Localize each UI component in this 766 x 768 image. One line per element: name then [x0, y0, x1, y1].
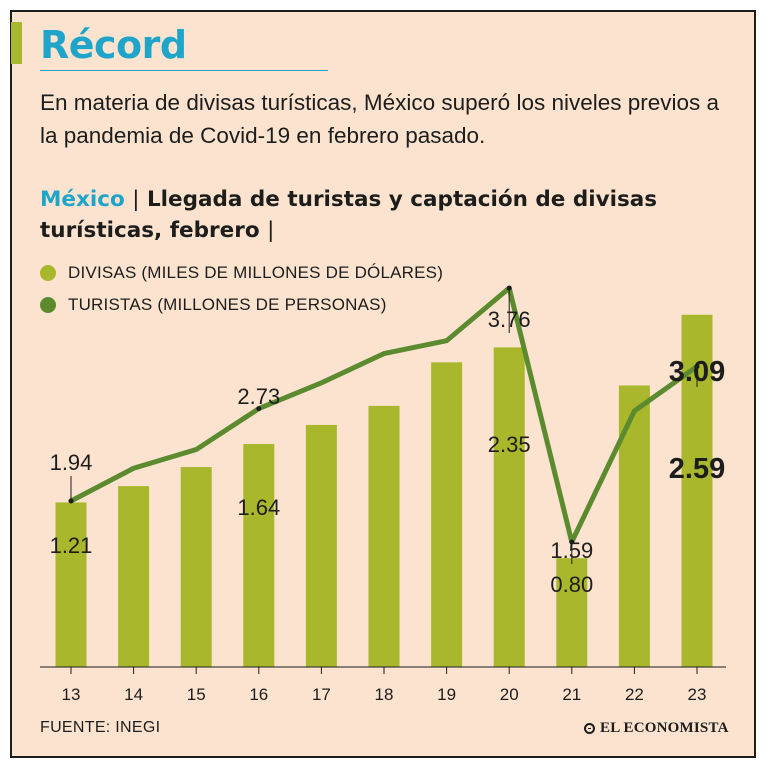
data-label-divisas-21: 0.80 [550, 572, 593, 597]
bar-divisas-22 [618, 385, 650, 667]
source-note: FUENTE: INEGI [40, 719, 161, 736]
bar-divisas-14 [118, 486, 150, 667]
chart-title-country: México [40, 187, 125, 212]
bar-divisas-16 [243, 443, 275, 667]
title-underline [40, 70, 328, 71]
data-label-turistas-21: 1.59 [550, 538, 593, 563]
intro-text: En materia de divisas turísticas, México… [40, 90, 720, 148]
x-tick-label-20: 20 [500, 685, 519, 704]
chart-title-text: Llegada de turistas y captación de divis… [40, 187, 658, 243]
x-tick-label-18: 18 [375, 685, 394, 704]
x-tick-label-22: 22 [625, 685, 644, 704]
data-label-divisas-13: 1.21 [50, 533, 93, 558]
chart-title: México | Llegada de turistas y captación… [40, 184, 720, 246]
x-tick-label-23: 23 [688, 685, 707, 704]
brand-mark-icon [584, 723, 595, 734]
callout-dot-turistas-16 [256, 406, 262, 412]
x-tick-label-21: 21 [562, 685, 581, 704]
x-tick-label-17: 17 [312, 685, 331, 704]
x-tick-label-13: 13 [62, 685, 81, 704]
bar-divisas-13 [55, 502, 87, 667]
data-label-divisas-20: 2.35 [488, 432, 531, 457]
data-label-turistas-20: 3.76 [488, 307, 531, 332]
page-title: Récord [40, 23, 187, 67]
bar-divisas-15 [180, 467, 212, 667]
callout-dot-turistas-21 [569, 539, 575, 545]
data-label-divisas-16: 1.64 [237, 495, 280, 520]
bar-divisas-17 [305, 424, 337, 667]
chart-title-trailing-separator: | [267, 218, 275, 243]
callout-dot-turistas-13 [68, 498, 74, 504]
data-label-turistas-16: 2.73 [237, 384, 280, 409]
x-tick-label-14: 14 [124, 685, 143, 704]
data-label-divisas-23: 2.59 [669, 453, 725, 485]
data-label-turistas-23: 3.09 [669, 356, 725, 388]
x-tick-label-16: 16 [249, 685, 268, 704]
legend-item-turistas: TURISTAS (MILLONES DE PERSONAS) [40, 289, 443, 321]
brand-name: EL ECONOMISTA [600, 720, 729, 736]
legend-dot-divisas-icon [40, 265, 56, 281]
bar-divisas-18 [368, 405, 400, 667]
data-label-turistas-13: 1.94 [50, 450, 93, 475]
bar-divisas-21 [556, 558, 588, 667]
bar-divisas-19 [431, 362, 463, 667]
title-accent-bar [11, 22, 22, 64]
legend-label-divisas: DIVISAS (MILES DE MILLONES DE DÓLARES) [68, 263, 444, 282]
brand-logo: EL ECONOMISTA [584, 720, 729, 737]
callout-dot-turistas-23 [694, 363, 700, 369]
legend-item-divisas: DIVISAS (MILES DE MILLONES DE DÓLARES) [40, 257, 443, 289]
bar-divisas-20 [493, 347, 525, 667]
x-tick-label-19: 19 [437, 685, 456, 704]
line-turistas [68, 285, 700, 545]
callout-dot-turistas-20 [506, 285, 512, 291]
x-tick-label-15: 15 [187, 685, 206, 704]
legend-label-turistas: TURISTAS (MILLONES DE PERSONAS) [68, 295, 387, 314]
legend-dot-turistas-icon [40, 297, 56, 313]
chart-legend: DIVISAS (MILES DE MILLONES DE DÓLARES) T… [40, 257, 443, 321]
chart-title-separator: | [132, 187, 140, 212]
